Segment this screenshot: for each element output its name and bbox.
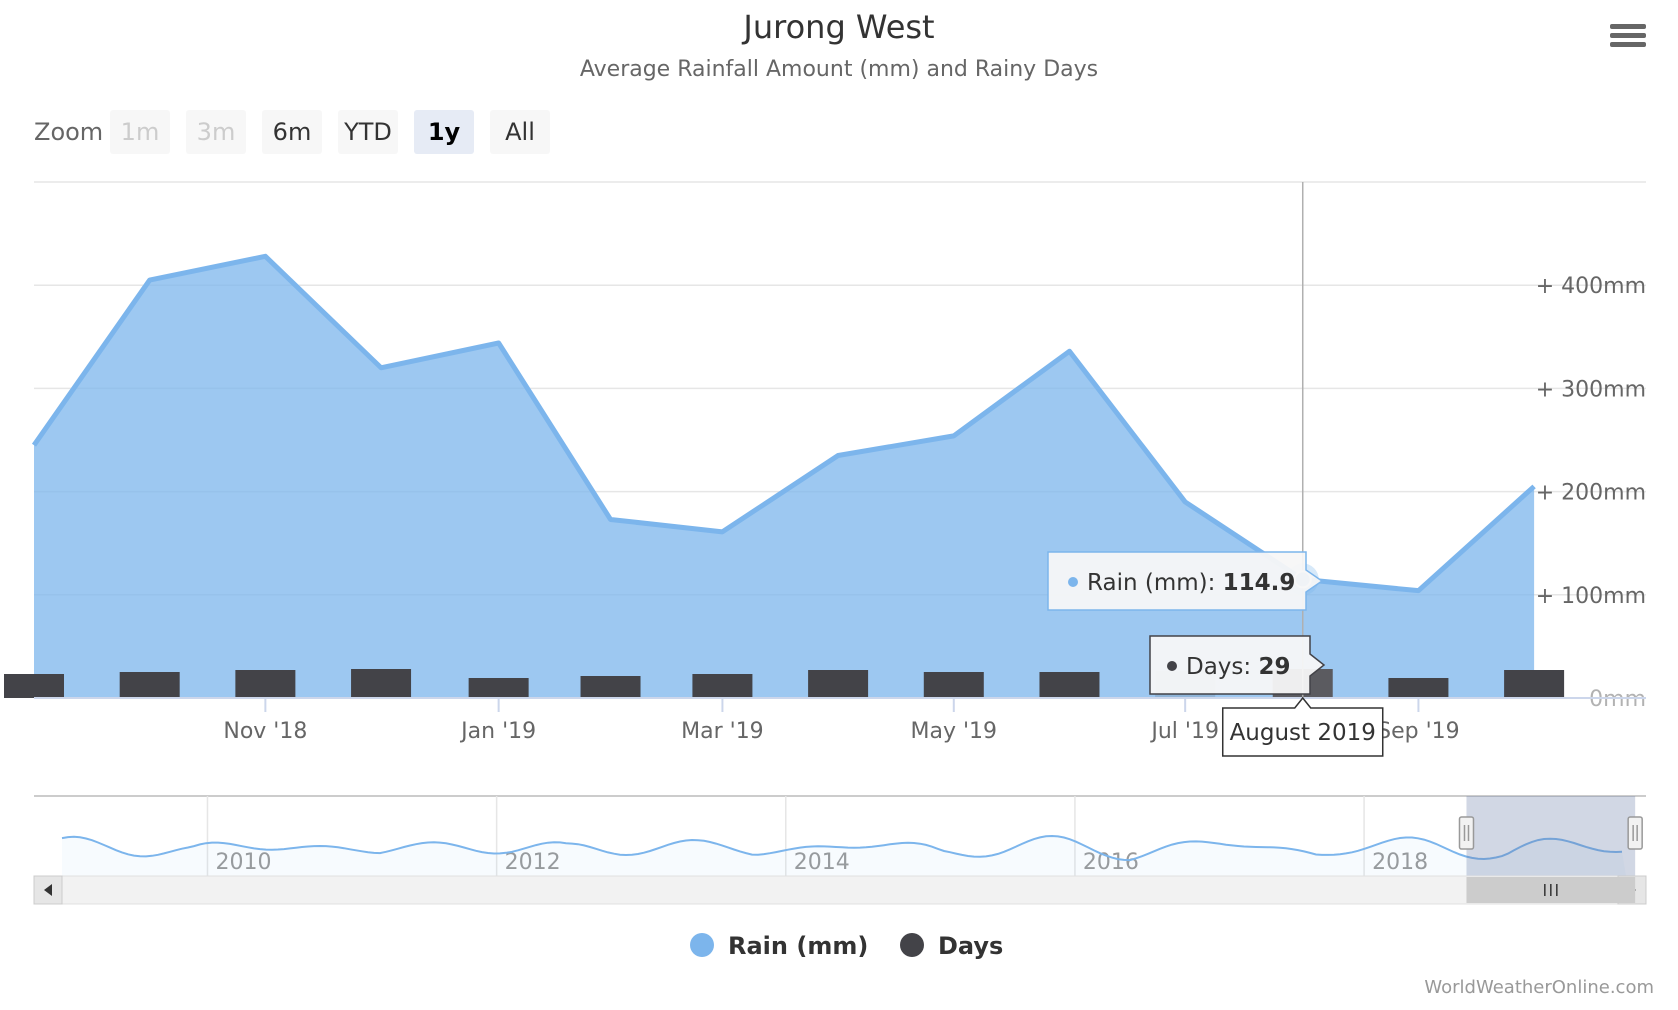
x-axis-label: May '19: [911, 719, 998, 744]
y-axis: 0mm + 100mm + 200mm + 300mm + 400mm: [1536, 274, 1646, 712]
y-axis-label: + 400mm: [1536, 274, 1646, 299]
days-column: [351, 669, 412, 698]
y-axis-label: + 200mm: [1536, 481, 1646, 506]
tooltip: Rain (mm): 114.9 Days: 29 August 2019: [1047, 551, 1384, 757]
zoom-ytd-button[interactable]: YTD: [338, 110, 398, 154]
navigator-year-label: 2014: [794, 850, 850, 875]
days-column: [1504, 670, 1565, 698]
zoom-label: Zoom: [34, 118, 104, 146]
days-tooltip-text: Days: 29: [1186, 654, 1290, 680]
legend-days-marker: [900, 933, 924, 957]
x-axis-label: Jul '19: [1149, 719, 1219, 744]
rain-tooltip: Rain (mm): 114.9: [1047, 551, 1324, 611]
legend-rain-label: Rain (mm): [728, 932, 869, 960]
days-column: [580, 676, 641, 698]
handle-body: [1627, 816, 1643, 850]
days-column: [808, 670, 869, 698]
rain-area-series: [31, 253, 1536, 698]
navigator-right-handle[interactable]: [1627, 816, 1643, 850]
days-column: [119, 672, 180, 698]
navigator[interactable]: 2010 2012 2014 2016 2018: [34, 795, 1646, 876]
days-column: [468, 678, 529, 698]
y-axis-label: + 100mm: [1536, 584, 1646, 609]
navigator-year-label: 2018: [1372, 850, 1428, 875]
legend-item-days[interactable]: Days: [900, 932, 1003, 968]
navigator-series-line: [61, 834, 1623, 862]
navigator-year-label: 2016: [1083, 850, 1139, 875]
zoom-all-button[interactable]: All: [490, 110, 550, 154]
days-column: [1039, 672, 1100, 698]
legend-days-label: Days: [938, 932, 1004, 960]
hamburger-menu-icon[interactable]: [1610, 20, 1646, 56]
zoom-1y-button[interactable]: 1y: [414, 110, 474, 154]
navigator-left-handle[interactable]: [1458, 816, 1475, 850]
credits-link[interactable]: WorldWeatherOnline.com: [1424, 977, 1654, 998]
scrollbar-thumb[interactable]: [1466, 877, 1636, 903]
days-column: [1388, 678, 1449, 698]
scrollbar-track: [33, 875, 1647, 905]
rain-tooltip-box: [1047, 551, 1324, 611]
days-column: [235, 670, 296, 698]
arrow-left-icon[interactable]: [33, 875, 63, 905]
date-tooltip: August 2019: [1221, 696, 1384, 757]
menu-line: [1610, 42, 1646, 47]
arrow-left-glyph: [44, 884, 52, 896]
rain-tooltip-marker: [1068, 577, 1078, 587]
rain-area-fill: [34, 256, 1535, 698]
y-axis-label: + 300mm: [1536, 377, 1646, 402]
scrollbar[interactable]: [33, 875, 1647, 905]
x-axis-label: Sep '19: [1377, 719, 1460, 744]
x-axis-label: Nov '18: [223, 719, 307, 744]
days-tooltip-box: [1149, 635, 1326, 695]
x-axis-label: Mar '19: [681, 719, 764, 744]
handle-body: [1458, 816, 1475, 850]
legend-item-rain[interactable]: Rain (mm): [690, 932, 868, 968]
menu-line: [1610, 33, 1646, 38]
legend-rain-marker: [690, 933, 714, 957]
zoom-1m-button[interactable]: 1m: [110, 110, 170, 154]
date-tooltip-box: [1221, 696, 1384, 757]
navigator-year-label: 2010: [215, 850, 271, 875]
rain-tooltip-text: Rain (mm): 114.9: [1087, 570, 1295, 596]
days-tooltip-marker: [1167, 661, 1177, 671]
y-axis-label: 0mm: [1589, 687, 1646, 712]
days-tooltip-value: 29: [1258, 654, 1290, 680]
navigator-selected-range: [1466, 796, 1636, 876]
x-axis-label: Jan '19: [459, 719, 536, 744]
zoom-3m-button[interactable]: 3m: [186, 110, 246, 154]
days-column: [4, 674, 64, 698]
days-tooltip-label: Days:: [1186, 654, 1258, 680]
x-axis: Nov '18 Jan '19 Mar '19 May '19 Jul '19 Sep '…: [34, 697, 1646, 744]
rain-tooltip-label: Rain (mm):: [1087, 570, 1223, 596]
days-column: [923, 672, 984, 698]
chart-title: Jurong West: [743, 8, 935, 46]
date-tooltip-label: August 2019: [1230, 720, 1376, 746]
chart-subtitle: Average Rainfall Amount (mm) and Rainy D…: [579, 57, 1099, 82]
days-tooltip: Days: 29: [1149, 635, 1326, 695]
navigator-series-fill: [62, 836, 1626, 876]
zoom-6m-button[interactable]: 6m: [262, 110, 322, 154]
menu-line: [1610, 24, 1646, 29]
navigator-year-label: 2012: [505, 850, 561, 875]
days-column: [692, 674, 753, 698]
rain-tooltip-value: 114.9: [1223, 570, 1296, 596]
